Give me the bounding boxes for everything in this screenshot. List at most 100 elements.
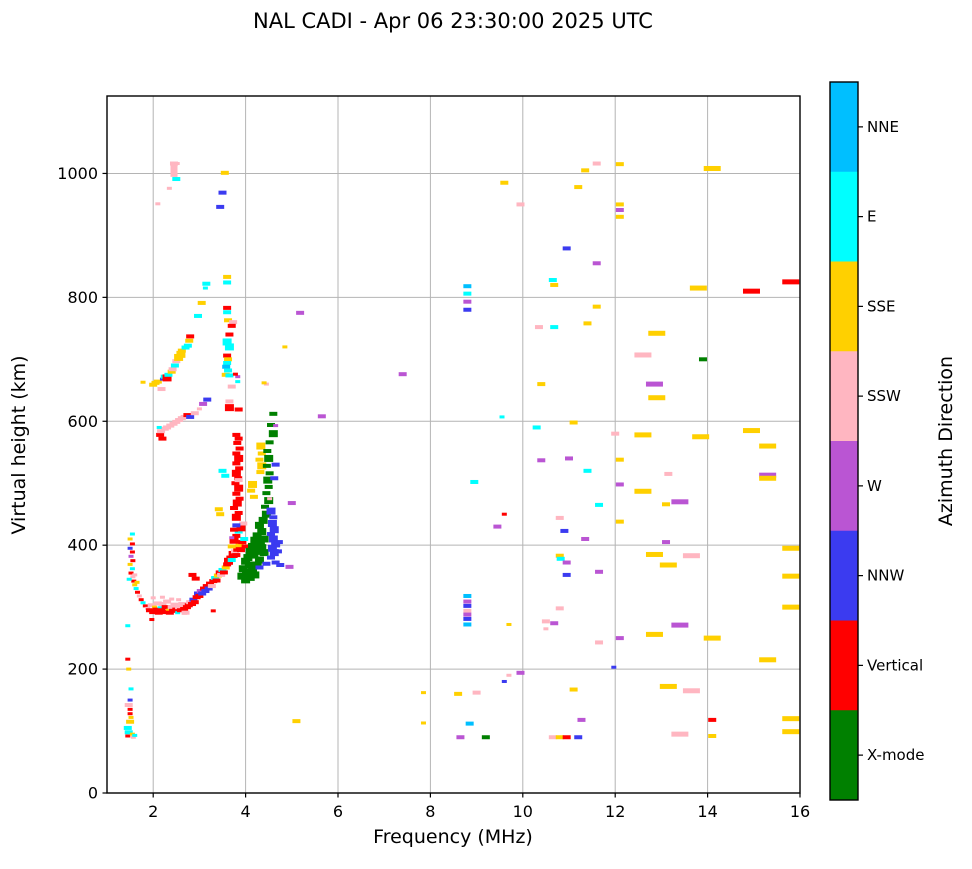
data-point-NNW [127,546,133,550]
data-point-X [262,463,271,468]
data-point-SSW [225,399,234,404]
data-point-NNW [262,561,271,566]
data-point-X [252,532,262,540]
data-point-V [232,499,242,507]
data-point-W [615,482,624,487]
data-point-E [222,338,232,346]
data-point-NNW [501,679,507,683]
scatter-points-layer [123,161,800,740]
data-point-X [241,557,251,565]
data-point-W [273,424,279,428]
data-point-W [287,501,296,506]
data-point-V [229,536,239,544]
data-point-V [782,279,800,285]
data-point-V [236,548,245,553]
data-point-SSE [634,488,652,494]
data-point-W [463,612,472,617]
data-point-NNW [127,698,133,702]
data-point-V [210,609,216,613]
data-point-E [123,725,132,730]
data-point-V [562,735,571,740]
data-point-W [235,375,241,379]
data-point-X [249,551,259,559]
data-point-SSE [659,562,677,568]
data-point-E [532,425,541,430]
data-point-SSE [615,202,624,207]
axes-layer: 2 4 6 8 10 12 14 16 0 200 400 600 800 1000 [57,95,810,821]
data-point-W [595,569,604,574]
data-point-SSW [168,367,177,372]
data-point-SSE [247,488,256,493]
x-tick-label: 12 [605,802,625,821]
data-point-E [595,502,604,507]
data-point-V [149,618,155,622]
data-point-NNW [463,603,472,608]
data-point-SSW [541,619,550,624]
data-point-V [232,372,238,376]
data-point-SSW [239,521,248,526]
data-point-W [645,381,663,387]
data-point-X [251,547,261,555]
data-point-W [550,621,559,626]
data-point-SSE [257,451,266,456]
data-point-SSE [167,369,176,374]
data-point-X [244,561,254,569]
data-point-E [470,479,479,484]
data-point-X [263,476,273,484]
data-point-SSE [645,631,663,637]
data-point-V [188,572,197,577]
data-point-SSE [645,551,663,557]
data-point-NNW [271,560,280,565]
data-point-SSW [516,202,525,207]
colorbar-tick-label: NNW [867,567,904,585]
data-point-SSW [158,602,167,607]
data-point-X [261,504,270,509]
data-point-SSW [132,573,138,577]
data-point-NNW [269,515,278,520]
data-point-V [231,469,241,477]
data-point-V [158,436,167,441]
data-point-E [175,611,181,615]
y-tick-label: 800 [67,288,98,307]
data-point-SSW [176,598,182,602]
data-point-V [225,332,234,337]
data-point-SSW [671,731,689,737]
colorbar-tick-label: X-mode [867,746,924,764]
data-point-W [577,717,586,722]
data-point-NNE [463,622,472,627]
data-point-SSW [169,597,175,601]
data-point-NNW [463,307,472,312]
data-point-NNW [189,597,198,602]
data-point-E [157,606,163,610]
data-point-X [263,449,272,454]
data-point-W [516,670,525,675]
colorbar-label: Azimuth Direction [935,356,957,526]
data-point-NNW [203,397,212,402]
data-point-SSE [583,321,592,326]
data-point-V [241,544,250,549]
colorbar-segment-nnw [830,530,858,621]
data-point-SSE [615,214,624,219]
data-point-V [186,334,195,339]
data-point-SSE [127,537,133,541]
data-point-SSE [223,274,232,279]
data-point-X [265,471,274,476]
data-point-SSE [648,395,666,401]
data-point-NNW [186,414,195,419]
data-point-X [255,537,265,545]
data-point-NNW [273,549,282,554]
data-point-W [565,456,573,461]
colorbar-tick-label: E [867,208,876,226]
y-axis-label: Virtual height (km) [8,355,30,534]
colorbar-segment-x-mode [830,710,858,801]
data-point-V [234,454,244,462]
data-point-SSW [543,627,549,631]
data-point-NNW [271,462,280,467]
data-point-SSW [163,599,172,604]
data-point-V [234,510,243,515]
data-point-W [581,536,590,541]
data-point-SSW [634,352,652,358]
data-point-SSE [648,330,666,336]
data-point-E [183,343,192,348]
data-point-X [248,542,258,550]
